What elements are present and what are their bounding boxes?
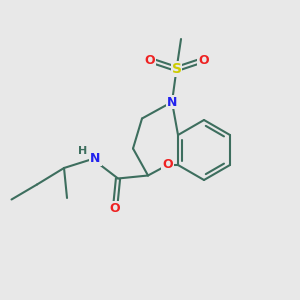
- Text: O: O: [162, 158, 173, 172]
- Text: N: N: [167, 95, 177, 109]
- Text: O: O: [198, 53, 209, 67]
- Text: S: S: [172, 62, 182, 76]
- Text: O: O: [110, 202, 120, 215]
- Text: H: H: [78, 146, 88, 157]
- Text: N: N: [90, 152, 101, 166]
- Text: O: O: [144, 53, 155, 67]
